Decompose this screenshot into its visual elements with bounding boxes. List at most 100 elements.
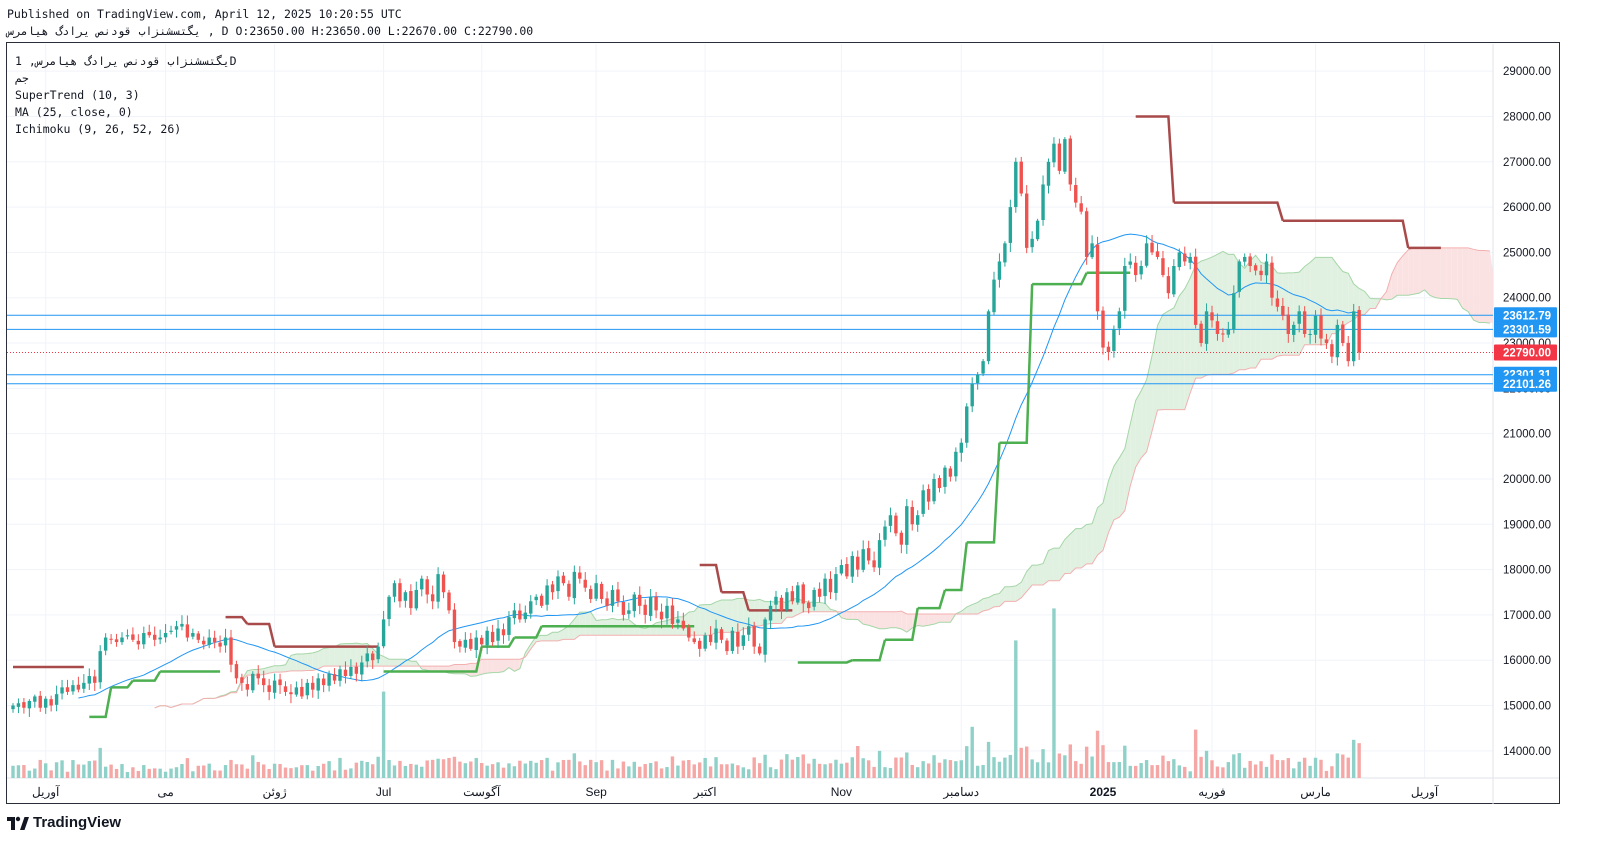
volume-bar-65	[365, 761, 369, 778]
candle-body-158	[872, 560, 876, 568]
candle-38	[218, 635, 222, 653]
volume-bar-212	[1166, 761, 1171, 778]
legend-symbol[interactable]: یگتسشنزاب قودنص یرادگ هیامرس, 1D	[15, 54, 237, 68]
candle-body-149	[823, 578, 827, 597]
candle-132	[730, 627, 735, 654]
volume-bar-9	[60, 760, 64, 778]
candle-body-16	[98, 651, 102, 683]
cloud-segment-31	[323, 647, 330, 667]
cloud-segment-110	[754, 599, 760, 627]
volume-bar-53	[300, 765, 304, 778]
candle-body-75	[420, 578, 424, 590]
supertrend-segment-8	[383, 646, 483, 673]
volume-bar-162	[894, 757, 898, 778]
candle-body-229	[1259, 270, 1263, 276]
volume-bar-230	[1264, 766, 1269, 778]
legend-ma[interactable]: MA (25, close, 0)	[15, 105, 133, 119]
candle-body-247	[1357, 309, 1361, 353]
candle-body-41	[234, 664, 239, 679]
candle-141	[779, 594, 784, 620]
candle-203	[1117, 307, 1122, 336]
cloud-segment-231	[1413, 247, 1420, 295]
volume-bar-219	[1204, 750, 1209, 778]
candle-body-85	[474, 637, 478, 651]
candle-24	[142, 626, 146, 649]
candle-body-82	[458, 641, 462, 647]
supertrend-segment-1	[89, 687, 113, 719]
volume-bar-125	[692, 764, 696, 778]
cloud-segment-93	[661, 620, 667, 636]
y-tick-13: 27000.00	[1503, 157, 1551, 169]
candle-123	[681, 612, 686, 631]
volume-bar-185	[1019, 747, 1023, 778]
volume-bar-56	[316, 765, 320, 778]
volume-bar-218	[1199, 756, 1203, 778]
y-tick-1: 15000.00	[1503, 701, 1551, 713]
price-label-bg-0	[1494, 307, 1557, 324]
candle-body-62	[349, 666, 353, 676]
cloud-segment-167	[1064, 533, 1071, 574]
candle-18	[109, 633, 113, 645]
candle-body-76	[425, 579, 429, 595]
candle-135	[747, 617, 751, 642]
cloud-segment-19	[258, 668, 264, 676]
cloud-segment-111	[759, 599, 766, 627]
candle-body-133	[736, 631, 740, 647]
time-axis: آوریل می ژوئن Jul آگوست Sep اکتبر Nov دسامبر 2025…	[32, 784, 1439, 799]
cloud-segment-106	[732, 598, 738, 633]
candle-body-5	[38, 695, 42, 708]
cloud-segment-188	[1179, 288, 1185, 410]
chart-frame[interactable]	[6, 42, 1560, 804]
candle-body-65	[365, 653, 369, 662]
volume-bar-34	[196, 765, 200, 778]
candle-body-245	[1346, 342, 1350, 362]
candle-33	[191, 628, 195, 640]
cloud-segment-27	[301, 653, 308, 671]
y-tick-4: 18000.00	[1503, 565, 1551, 577]
volume-bar-208	[1144, 760, 1149, 778]
supertrend-segment-21	[999, 284, 1034, 444]
ma-line	[78, 233, 1360, 699]
candle-body-177	[975, 374, 980, 384]
cloud-segment-173	[1097, 503, 1103, 555]
candle-94	[523, 605, 527, 623]
volume-bar-74	[414, 764, 418, 778]
candle-body-107	[594, 583, 598, 599]
candle-body-55	[311, 682, 315, 690]
volume-bar-139	[768, 767, 773, 778]
candle-body-48	[272, 680, 277, 693]
volume-bar-51	[289, 768, 293, 778]
volume-bar-235	[1292, 768, 1296, 778]
price-label-4: 22101.26	[1494, 375, 1557, 392]
candle-40	[229, 629, 233, 673]
volume-bar-156	[861, 758, 865, 778]
cloud-segment-33	[334, 644, 340, 667]
candle-body-35	[202, 640, 206, 645]
volume-bar-149	[823, 764, 827, 778]
candle-247	[1357, 306, 1361, 360]
candle-15	[93, 669, 97, 692]
candle-body-130	[719, 629, 724, 640]
cloud-segment-129	[857, 611, 864, 625]
cloud-segment-89	[639, 627, 646, 636]
volume-bar-236	[1297, 761, 1301, 778]
cloud-segment-226	[1386, 273, 1392, 300]
volume-bar-158	[872, 766, 876, 778]
volume-bar-46	[262, 764, 266, 778]
candle-3	[27, 699, 32, 717]
candle-214	[1177, 248, 1181, 271]
volume-bar-40	[229, 759, 233, 778]
candle-145	[801, 582, 805, 613]
candle-140	[774, 590, 778, 613]
volume-bar-135	[747, 769, 751, 778]
cloud-segment-30	[318, 648, 324, 669]
candle-137	[757, 643, 762, 656]
volume-bar-242	[1330, 766, 1334, 778]
candle-body-113	[627, 610, 631, 614]
candle-36	[207, 629, 211, 649]
candle-body-53	[300, 686, 304, 697]
legend-supertrend[interactable]: SuperTrend (10, 3)	[15, 88, 140, 102]
volume-bar-124	[687, 759, 691, 778]
legend-ichimoku[interactable]: Ichimoku (9, 26, 52, 26)	[15, 122, 182, 136]
